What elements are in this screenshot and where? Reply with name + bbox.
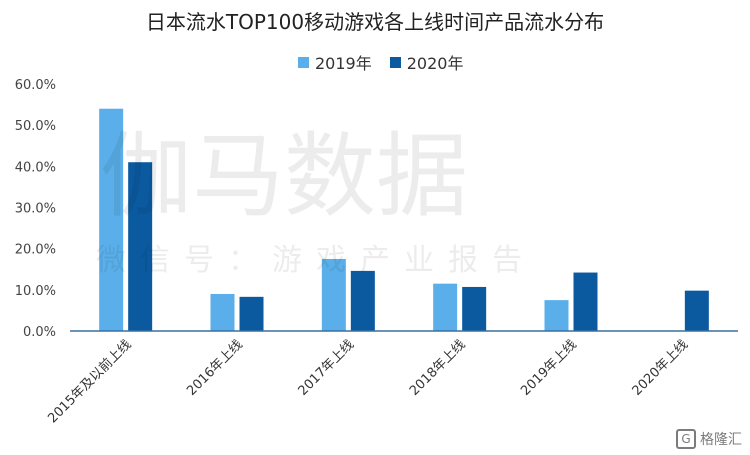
x-tick-label: 2017年上线 bbox=[296, 337, 358, 399]
bar-2019 bbox=[210, 293, 235, 331]
legend-swatch-2019 bbox=[298, 56, 309, 68]
y-tick-label: 0.0% bbox=[23, 325, 56, 340]
legend-label-2019: 2019年 bbox=[315, 54, 372, 73]
bar-2020 bbox=[573, 272, 598, 331]
y-ticks-group: 0.0% 10.0% 20.0% 30.0% 40.0% 50.0% 60.0% bbox=[15, 78, 56, 340]
badge-g-icon: G bbox=[676, 429, 696, 449]
bar-2020 bbox=[684, 290, 709, 331]
bars-group bbox=[99, 108, 709, 331]
bar-2019 bbox=[99, 108, 124, 331]
bar-2020 bbox=[350, 270, 375, 331]
legend: 2019年 2020年 bbox=[298, 50, 481, 74]
y-tick-label: 30.0% bbox=[15, 202, 56, 217]
x-tick-label: 2016年上线 bbox=[184, 337, 246, 399]
y-tick-label: 40.0% bbox=[15, 160, 56, 175]
legend-label-2020: 2020年 bbox=[406, 54, 464, 73]
bar-2019 bbox=[433, 283, 458, 331]
y-tick-label: 20.0% bbox=[15, 243, 56, 258]
watermark-sub: 微信号：游戏产业报告 bbox=[96, 243, 536, 278]
bar-2019 bbox=[544, 300, 569, 331]
x-tick-label: 2019年上线 bbox=[518, 337, 580, 399]
x-ticks-group: 2015年及以前上线 2016年上线 2017年上线 2018年上线 2019年上线 20… bbox=[45, 337, 692, 427]
x-tick-label: 2015年及以前上线 bbox=[45, 337, 135, 427]
x-tick-label: 2018年上线 bbox=[407, 337, 469, 399]
y-tick-label: 10.0% bbox=[15, 284, 56, 299]
legend-item-2020: 2020年 bbox=[389, 50, 464, 74]
legend-item-2019: 2019年 bbox=[298, 50, 372, 74]
x-tick-label: 2020年上线 bbox=[630, 337, 692, 399]
y-tick-label: 60.0% bbox=[15, 78, 56, 93]
badge-text: 格隆汇 bbox=[700, 432, 742, 448]
watermark-main: 伽马数据 bbox=[100, 123, 468, 230]
bar-2020 bbox=[462, 286, 487, 331]
bar-2020 bbox=[239, 296, 264, 331]
chart-title: 日本流水TOP100移动游戏各上线时间产品流水分布 bbox=[145, 10, 605, 34]
bar-2020 bbox=[128, 162, 153, 331]
bar-2019 bbox=[321, 258, 346, 331]
y-tick-label: 50.0% bbox=[15, 119, 56, 134]
source-badge: G 格隆汇 bbox=[676, 429, 742, 449]
legend-swatch-2020 bbox=[389, 56, 401, 68]
